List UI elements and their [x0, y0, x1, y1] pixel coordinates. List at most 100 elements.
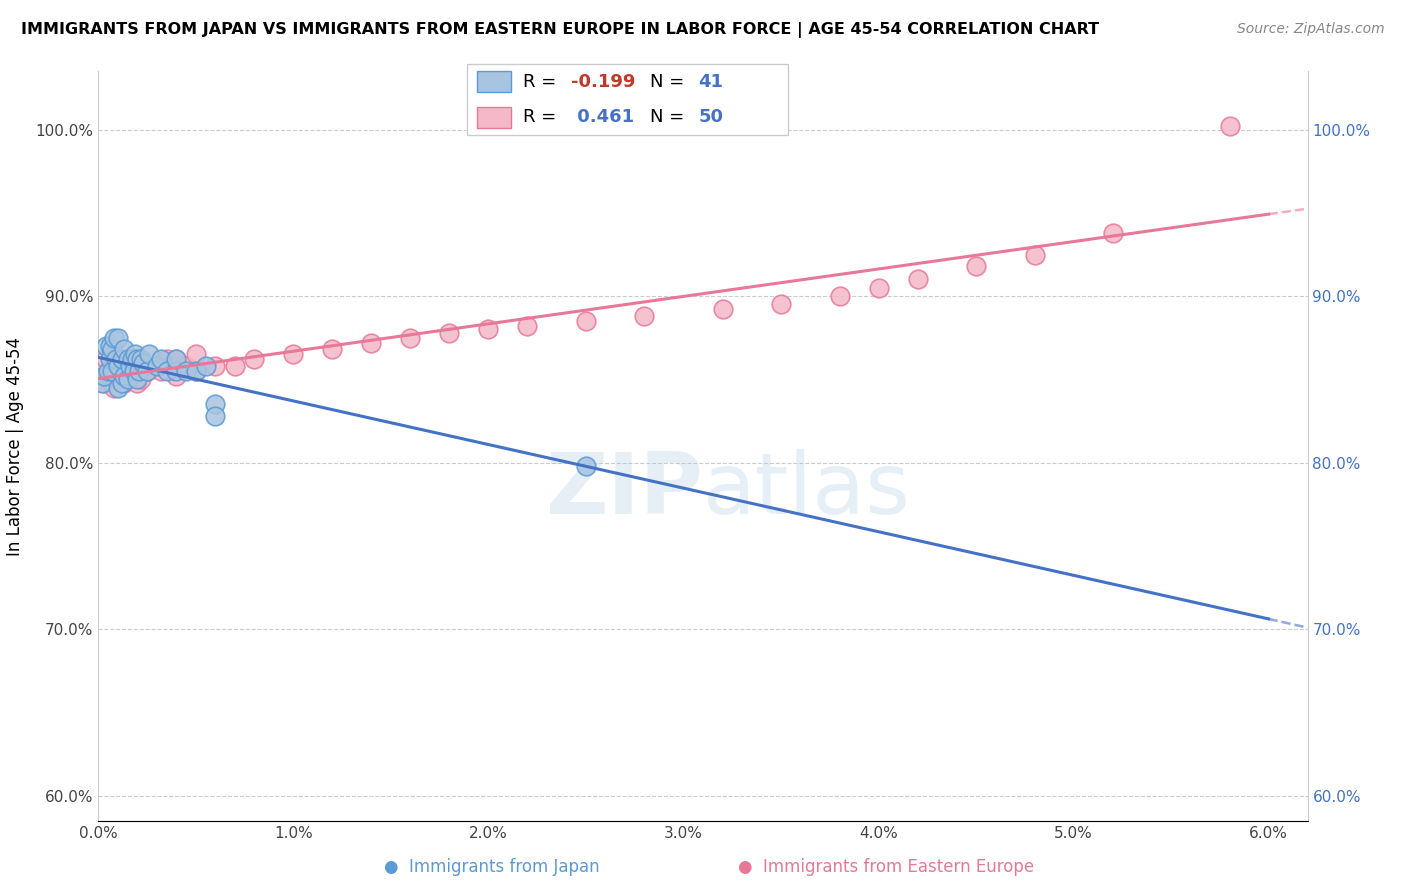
Point [112, 343, 135, 357]
Point [146, 359, 169, 373]
Point [127, 372, 149, 386]
Text: IMMIGRANTS FROM JAPAN VS IMMIGRANTS FROM EASTERN EUROPE IN LABOR FORCE | AGE 45-: IMMIGRANTS FROM JAPAN VS IMMIGRANTS FROM… [21, 22, 1099, 38]
Text: atlas: atlas [703, 450, 911, 533]
Point [128, 364, 150, 378]
Point [121, 352, 143, 367]
Y-axis label: In Labor Force | Age 45-54: In Labor Force | Age 45-54 [7, 336, 24, 556]
Point [103, 381, 125, 395]
Point [121, 352, 143, 367]
Point [97, 372, 120, 386]
Point [107, 381, 129, 395]
Point [98, 364, 121, 378]
Point [93, 376, 115, 390]
Point [136, 364, 159, 378]
Text: 0.461: 0.461 [571, 108, 634, 127]
Point [118, 359, 141, 373]
Point [204, 397, 226, 411]
Text: -0.199: -0.199 [571, 72, 636, 91]
Point [131, 372, 153, 386]
Bar [477, 107, 510, 128]
Point [360, 335, 382, 350]
Point [122, 364, 145, 378]
Point [107, 359, 129, 373]
Point [224, 359, 246, 373]
Point [111, 352, 134, 367]
Point [184, 364, 207, 378]
Point [111, 364, 134, 378]
Point [575, 314, 598, 328]
Point [399, 331, 422, 345]
Point [107, 331, 129, 345]
Point [439, 326, 461, 340]
Point [1101, 226, 1123, 240]
Point [1024, 247, 1046, 261]
Point [165, 364, 187, 378]
Point [828, 289, 851, 303]
Point [477, 322, 499, 336]
Point [575, 458, 598, 473]
Point [156, 364, 179, 378]
Text: ZIP: ZIP [546, 450, 703, 533]
Point [97, 364, 120, 378]
Point [174, 364, 197, 378]
Text: 50: 50 [699, 108, 723, 127]
Point [194, 359, 217, 373]
Point [769, 297, 792, 311]
Point [131, 352, 153, 367]
Point [184, 364, 207, 378]
Point [117, 369, 139, 384]
Point [101, 364, 124, 378]
Point [127, 376, 149, 390]
Text: R =: R = [523, 72, 562, 91]
Point [132, 359, 155, 373]
Point [516, 319, 538, 334]
Point [132, 356, 155, 370]
Point [174, 359, 197, 373]
Point [149, 364, 172, 378]
Point [165, 369, 187, 384]
Point [907, 272, 929, 286]
Point [93, 369, 115, 384]
Point [91, 372, 114, 386]
Point [98, 352, 121, 367]
Point [112, 376, 135, 390]
Point [965, 259, 987, 273]
Point [184, 347, 207, 361]
Text: Source: ZipAtlas.com: Source: ZipAtlas.com [1237, 22, 1385, 37]
Point [91, 376, 114, 390]
Text: 41: 41 [699, 72, 723, 91]
Point [107, 352, 129, 367]
Text: ●  Immigrants from Eastern Europe: ● Immigrants from Eastern Europe [738, 858, 1033, 876]
FancyBboxPatch shape [467, 64, 787, 135]
Point [165, 352, 187, 367]
Text: ●  Immigrants from Japan: ● Immigrants from Japan [384, 858, 600, 876]
Text: N =: N = [650, 108, 690, 127]
Point [711, 302, 734, 317]
Point [149, 352, 172, 367]
Point [633, 309, 655, 323]
Point [101, 359, 124, 373]
Bar [477, 71, 510, 92]
Point [103, 331, 125, 345]
Point [124, 347, 146, 361]
Point [165, 352, 187, 367]
Point [283, 347, 305, 361]
Point [122, 364, 145, 378]
Point [117, 372, 139, 386]
Point [868, 281, 890, 295]
Point [321, 343, 343, 357]
Point [101, 343, 124, 357]
Point [146, 359, 169, 373]
Point [112, 369, 135, 384]
Point [118, 359, 141, 373]
Point [96, 339, 118, 353]
Text: R =: R = [523, 108, 562, 127]
Point [104, 352, 127, 367]
Point [107, 372, 129, 386]
Point [96, 352, 118, 367]
Point [127, 352, 149, 367]
Point [104, 352, 127, 367]
Point [111, 376, 134, 390]
Point [138, 347, 160, 361]
Point [127, 352, 149, 367]
